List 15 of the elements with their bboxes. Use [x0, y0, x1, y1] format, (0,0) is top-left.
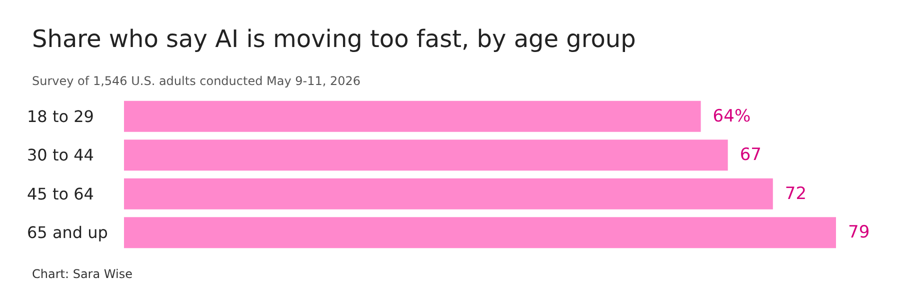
text: Chart: Sara Wise	[32, 267, 132, 281]
data-label: 79	[848, 222, 870, 243]
bar	[124, 217, 836, 248]
chart-subtitle: Survey of 1,546 U.S. adults conducted May 9-11, 2026	[32, 74, 361, 88]
y-tick-label: 45 to 64	[27, 184, 94, 204]
data-label: 67	[740, 145, 762, 166]
y-tick-label: 65 and up	[27, 223, 108, 242]
bar	[124, 140, 728, 171]
y-tick-label: 18 to 29	[27, 106, 94, 126]
y-tick-label: 30 to 44	[27, 146, 94, 165]
bar	[124, 100, 701, 132]
data-label: 72	[784, 184, 807, 204]
data-label: 64%	[712, 106, 751, 126]
bar	[124, 178, 773, 210]
chart-title: Share who say AI is moving too fast, by age group	[32, 25, 636, 53]
